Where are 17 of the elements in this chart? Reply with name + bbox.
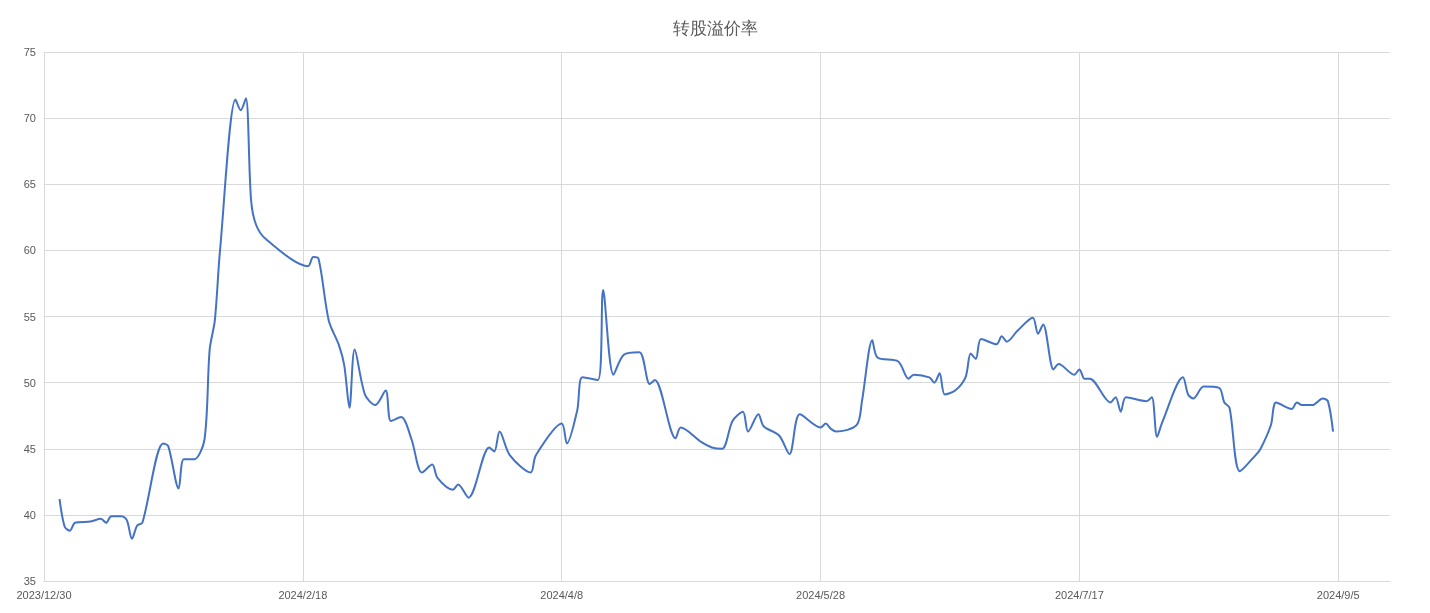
x-tick-label: 2024/2/18 — [278, 588, 328, 601]
line-series — [58, 97, 1335, 540]
y-tick-label: 65 — [23, 178, 36, 191]
x-tick-label: 2024/4/8 — [540, 588, 584, 601]
x-tick-label: 2024/7/17 — [1054, 588, 1104, 601]
y-tick-label: 45 — [23, 442, 36, 455]
y-tick-label: 60 — [23, 244, 36, 257]
y-tick-label: 50 — [23, 376, 36, 389]
y-tick-label: 40 — [23, 508, 36, 521]
y-tick-label: 75 — [23, 46, 36, 58]
x-tick-label: 2024/5/28 — [796, 588, 846, 601]
y-tick-label: 70 — [23, 112, 36, 125]
x-tick-label: 2024/9/5 — [1316, 588, 1360, 601]
y-tick-label: 55 — [23, 310, 36, 323]
y-tick-label: 35 — [23, 575, 36, 587]
x-tick-label: 2023/12/30 — [16, 588, 72, 601]
chart-title: 转股溢价率 — [672, 17, 758, 38]
